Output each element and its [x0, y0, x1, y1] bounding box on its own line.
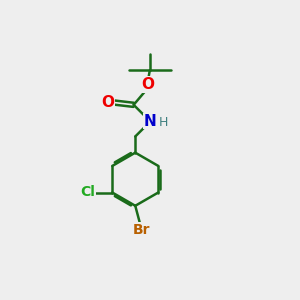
Text: Cl: Cl [80, 185, 95, 199]
Text: N: N [143, 113, 156, 128]
Text: H: H [158, 116, 168, 129]
Text: O: O [101, 94, 114, 110]
Text: Br: Br [132, 223, 150, 237]
Text: O: O [141, 77, 154, 92]
